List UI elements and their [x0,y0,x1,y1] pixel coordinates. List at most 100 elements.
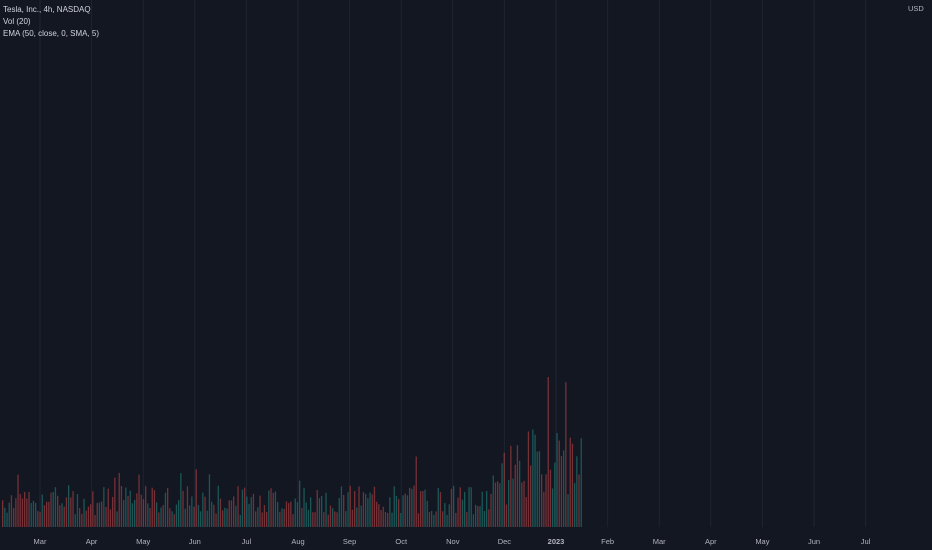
volume-bar [305,502,307,527]
volume-bar [356,507,358,527]
x-tick-label: Apr [705,537,717,546]
legend-volume: Vol (20) [3,17,31,26]
volume-bar [17,474,19,527]
volume-bar [461,499,464,527]
volume-bar [580,438,582,527]
volume-bar [475,504,477,527]
volume-bar [28,491,30,527]
volume-bar [431,510,433,527]
x-tick-label: Dec [498,537,512,546]
volume-bar [455,512,457,527]
x-tick-label: Aug [291,537,304,546]
volume-bar [261,512,263,527]
x-tick-label: Nov [446,537,460,546]
volume-bar [224,507,226,527]
volume-bar [182,490,184,527]
volume-bar [448,504,450,527]
volume-bar [235,505,237,527]
volume-bar [35,502,37,527]
volume-bar [314,512,316,527]
volume-bar [145,486,147,527]
volume-bar [167,487,169,527]
volume-bar [248,503,250,527]
legend-ema: EMA (50, close, 0, SMA, 5) [3,29,100,38]
volume-bar [85,510,87,527]
volume-bar [290,501,292,527]
volume-bar [558,440,560,527]
volume-bar [470,487,472,527]
volume-bar [294,498,296,527]
x-tick-label: Jul [861,537,871,546]
volume-bar [433,514,435,527]
volume-bar [217,485,219,527]
volume-bar [525,497,527,527]
volume-bar [24,492,26,527]
volume-bar [393,486,395,527]
volume-bar [521,482,523,527]
volume-bar [70,497,72,527]
volume-bar [213,504,215,527]
currency-label: USD [908,4,924,13]
volume-bar [193,506,195,527]
volume-bar [52,492,54,527]
volume-bar [266,511,268,527]
volume-bar [57,495,59,527]
volume-bar [413,485,415,527]
volume-bar [303,487,305,527]
volume-bar [87,506,90,527]
volume-bar [380,510,382,527]
volume-bar [226,508,228,527]
volume-bar [277,502,279,527]
volume-bar [312,512,314,527]
volume-bar [457,497,459,527]
volume-bar [384,511,387,527]
volume-bar [398,499,400,527]
volume-bar [391,512,393,527]
volume-bar [549,469,552,527]
volume-bar [204,496,206,527]
volume-bar [514,464,516,527]
volume-bar [279,511,281,527]
volume-bar [233,496,235,527]
volume-bar [116,511,118,527]
volume-bar [129,490,131,527]
volume-bar [83,498,85,527]
volume-bar [76,494,79,527]
volume-bar [43,505,46,527]
volume-bar [140,494,142,527]
volume-bar [422,491,424,527]
x-tick-label: 2023 [548,537,565,546]
volume-bar [541,474,543,527]
volume-bar [6,512,8,527]
volume-bar [96,502,98,527]
volume-bar [428,512,431,527]
volume-bar [257,507,259,527]
volume-bar [576,456,578,527]
volume-bar [175,504,178,527]
volume-bar [81,513,83,527]
volume-bar [195,469,197,527]
volume-bar [415,456,417,527]
volume-bar [288,503,290,527]
volume-bar [237,486,239,527]
volume-bar [123,500,125,527]
volume-bar [468,487,470,527]
volume-bar [230,500,233,527]
volume-bar [127,495,129,527]
volume-bar [340,486,343,527]
volume-bar [19,494,21,527]
volume-bar [112,496,114,527]
volume-bar [497,481,499,527]
volume-bar [420,491,422,527]
volume-bar [402,495,404,527]
volume-bar [354,491,356,527]
volume-bar [327,514,329,527]
volume-bar [244,487,246,527]
chart-legend: Tesla, Inc., 4h, NASDAQ Vol (20) EMA (50… [3,4,99,40]
volume-bar [41,494,43,527]
volume-bar [74,514,76,527]
x-tick-label: Feb [601,537,614,546]
volume-bar [307,509,310,527]
volume-bar [382,506,384,527]
